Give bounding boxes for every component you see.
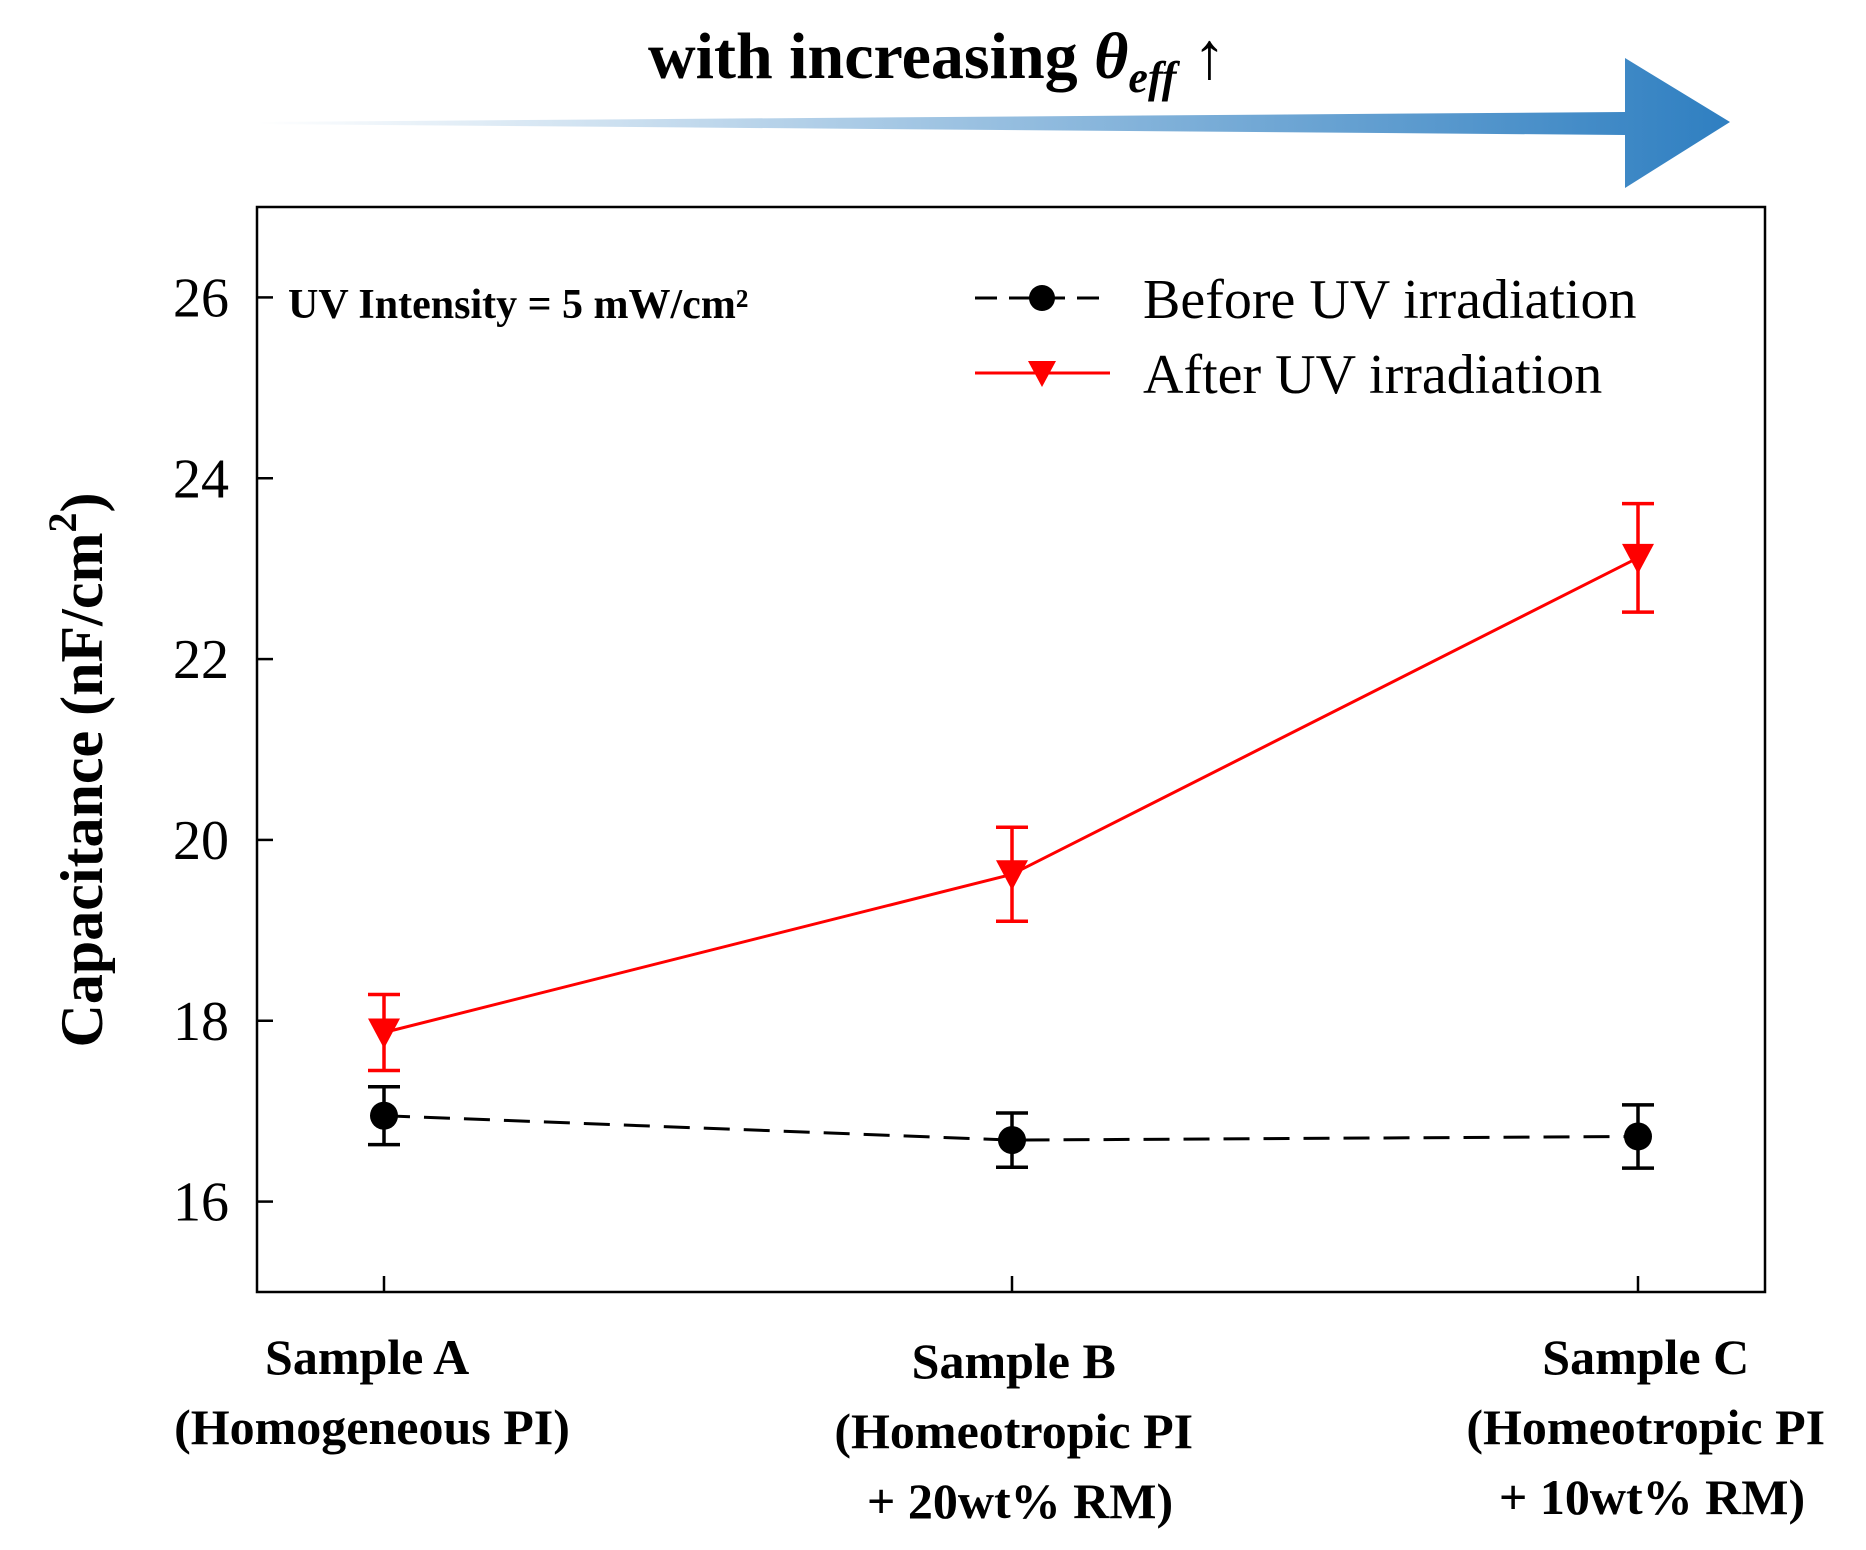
series-line	[383, 1114, 1639, 1142]
x-category-label: Sample B (Homeotropic PI + 20wt% RM)	[834, 1333, 1205, 1529]
legend-label-after: After UV irradiation	[1143, 344, 1602, 406]
legend-marker-before	[1029, 285, 1055, 311]
y-tick-label: 26	[173, 267, 229, 329]
series-after-uv	[368, 501, 1654, 1073]
data-point	[996, 860, 1028, 891]
y-tick-label: 18	[173, 991, 229, 1053]
legend: Before UV irradiation After UV irradiati…	[975, 269, 1636, 406]
theta-symbol: θ	[1094, 20, 1128, 93]
theta-subscript: eff	[1128, 53, 1180, 102]
data-point	[370, 1101, 398, 1130]
series-before-uv	[368, 1085, 1654, 1170]
y-tick-label: 22	[173, 629, 229, 691]
y-tick-label: 20	[173, 810, 229, 872]
y-axis-label-sup: 2	[40, 513, 85, 533]
data-point	[368, 1018, 400, 1049]
legend-label-before: Before UV irradiation	[1143, 269, 1636, 331]
axis-ticks: 16 18 20 22 24 26	[173, 267, 1640, 1292]
uv-intensity-annotation: UV Intensity = 5 mW/cm²	[288, 282, 748, 328]
y-tick-label: 16	[173, 1172, 229, 1234]
series-line	[383, 556, 1639, 1034]
y-axis-label-close: )	[49, 493, 115, 513]
data-point	[998, 1126, 1026, 1155]
y-axis-label-main: Capacitance (nF/cm	[49, 533, 115, 1048]
banner-prefix: with increasing	[648, 20, 1094, 93]
legend-marker-after	[1028, 361, 1056, 387]
x-category-label: Sample A (Homogeneous PI)	[174, 1329, 570, 1455]
y-tick-label: 24	[173, 448, 229, 510]
banner-suffix: ↑	[1176, 20, 1226, 93]
x-category-label: Sample C (Homeotropic PI + 10wt% RM)	[1466, 1329, 1837, 1525]
data-point	[1622, 543, 1654, 574]
theta-arrow	[258, 58, 1730, 188]
x-category-labels: Sample A (Homogeneous PI) Sample B (Home…	[174, 1329, 1837, 1529]
data-series	[368, 501, 1654, 1170]
y-axis-label: Capacitance (nF/cm2)	[40, 493, 115, 1048]
data-point	[1624, 1122, 1652, 1151]
banner-text: with increasing θeff ↑	[648, 20, 1226, 102]
